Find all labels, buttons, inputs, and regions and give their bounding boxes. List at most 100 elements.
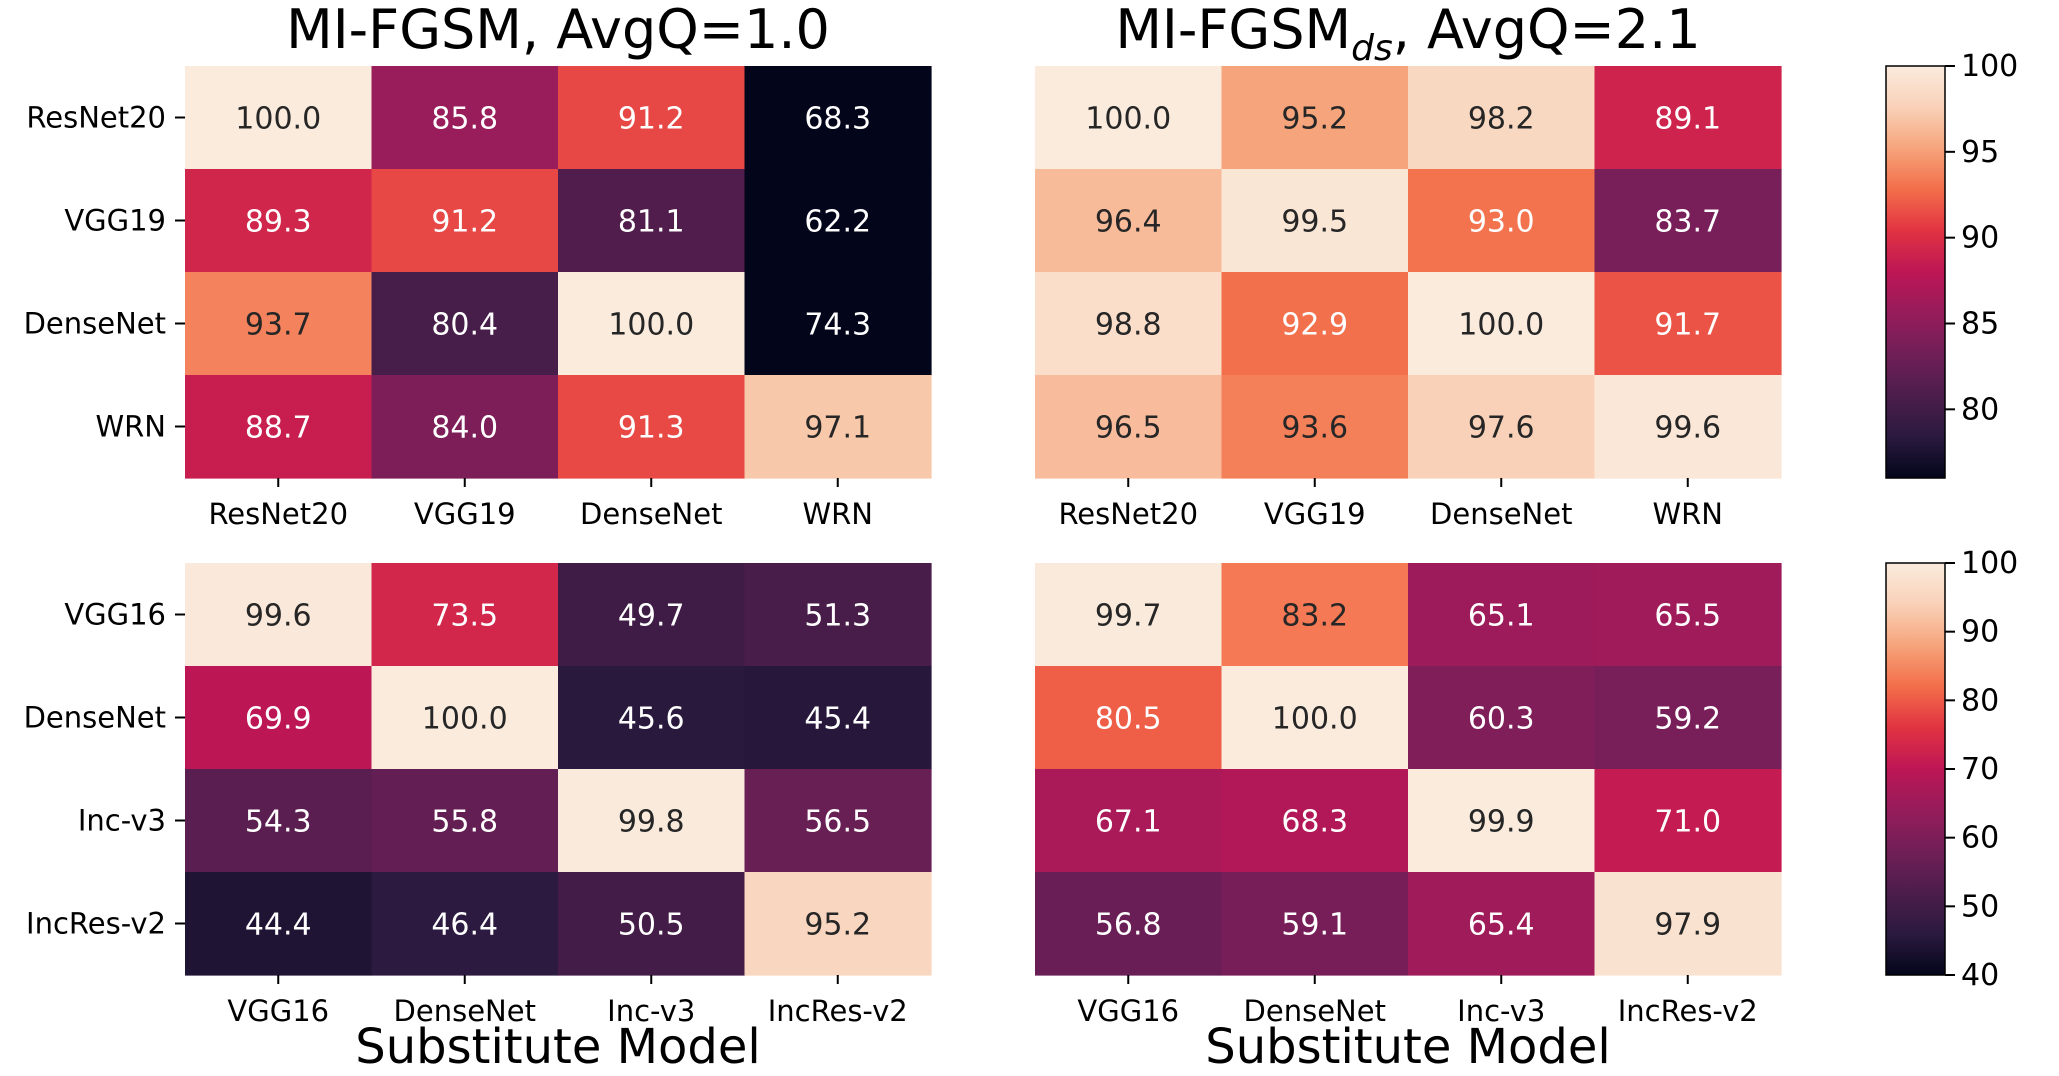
cell-value-label: 44.4 [245, 908, 312, 943]
heatmap-cell [558, 169, 746, 273]
cell-value-label: 45.4 [804, 702, 871, 737]
heatmap-cell [1408, 66, 1596, 170]
heatmap-cell [1035, 66, 1223, 170]
y-tick-label: VGG19 [64, 204, 166, 238]
panel-title-main: MI-FGSM [1115, 0, 1351, 61]
cell-value-label: 65.4 [1468, 908, 1535, 943]
heatmap-panel-4: 99.7 83.2 65.1 65.5 80.5 100.0 60.3 59.2 67.1 68.… [1035, 563, 1782, 1075]
cell-value-label: 84.0 [431, 411, 498, 446]
y-tick-label: Inc-v3 [78, 804, 166, 838]
heatmap-cell [744, 66, 932, 170]
x-tick-label: ResNet20 [1058, 497, 1198, 531]
heatmap-cell [1035, 375, 1223, 479]
cell-value-label: 59.2 [1654, 702, 1721, 737]
heatmap-cell [1594, 272, 1782, 376]
y-tick-label: ResNet20 [26, 101, 166, 135]
heatmap-cell [185, 563, 373, 667]
cell-value-label: 67.1 [1095, 805, 1162, 840]
cell-value-label: 69.9 [245, 702, 312, 737]
heatmap-cell [744, 666, 932, 770]
colorbar-tick-label: 100 [1961, 546, 2018, 581]
heatmap-cell [744, 375, 932, 479]
heatmap-cell [744, 272, 932, 376]
cell-value-label: 83.7 [1654, 205, 1721, 240]
cell-value-label: 100.0 [1458, 308, 1544, 343]
cell-value-label: 99.5 [1281, 205, 1348, 240]
colorbar-tick-label: 40 [1961, 958, 1999, 993]
heatmap-cell [1594, 666, 1782, 770]
cell-value-label: 100.0 [1272, 702, 1358, 737]
cell-value-label: 68.3 [804, 102, 871, 137]
heatmap-cell [185, 769, 373, 873]
cell-value-label: 98.8 [1095, 308, 1162, 343]
heatmap-cell [1221, 872, 1409, 976]
x-tick-label: VGG19 [1264, 497, 1366, 531]
heatmap-cell [1408, 272, 1596, 376]
cell-value-label: 54.3 [245, 805, 312, 840]
heatmap-cell [744, 169, 932, 273]
heatmap-cell [1408, 169, 1596, 273]
cell-value-label: 62.2 [804, 205, 871, 240]
cell-value-label: 91.7 [1654, 308, 1721, 343]
cell-value-label: 99.8 [618, 805, 685, 840]
heatmap-cell [1035, 666, 1223, 770]
heatmap-cell [185, 272, 373, 376]
heatmap-cell [371, 872, 559, 976]
heatmap-cell [1035, 769, 1223, 873]
colorbar-tick-label: 95 [1961, 135, 1999, 170]
x-axis-label: Substitute Model [1205, 1019, 1611, 1075]
cell-value-label: 59.1 [1281, 908, 1348, 943]
heatmap-cell [371, 666, 559, 770]
heatmap-cell [558, 769, 746, 873]
cell-value-label: 93.7 [245, 308, 312, 343]
heatmap-cell [1221, 375, 1409, 479]
cell-value-label: 80.4 [431, 308, 498, 343]
cell-value-label: 91.3 [618, 411, 685, 446]
colorbar-gradient [1885, 562, 1946, 976]
x-tick-label: WRN [1652, 497, 1723, 531]
cell-value-label: 71.0 [1654, 805, 1721, 840]
colorbar-tick-label: 70 [1961, 752, 1999, 787]
cell-value-label: 50.5 [618, 908, 685, 943]
cell-value-label: 91.2 [618, 102, 685, 137]
heatmap-cell [1594, 169, 1782, 273]
heatmap-cell [1035, 563, 1223, 667]
heatmap-panel-1: MI-FGSM, AvgQ=1.0 100.0 85.8 91.2 68.3 89.3 91… [24, 0, 932, 531]
heatmap-cell [558, 872, 746, 976]
heatmap-cell [558, 272, 746, 376]
panel-title-main: MI-FGSM, AvgQ=1.0 [286, 0, 830, 61]
cell-value-label: 98.2 [1468, 102, 1535, 137]
heatmap-cell [1221, 563, 1409, 667]
colorbar-tick-label: 80 [1961, 392, 1999, 427]
panel-title-suffix: , AvgQ=2.1 [1393, 0, 1701, 61]
cell-value-label: 46.4 [431, 908, 498, 943]
heatmap-cell [744, 563, 932, 667]
colorbar-tick-label: 90 [1961, 615, 1999, 650]
heatmap-cell [371, 563, 559, 667]
heatmap-cell [744, 769, 932, 873]
cell-value-label: 100.0 [235, 102, 321, 137]
x-tick-label: VGG16 [227, 994, 329, 1028]
cell-value-label: 55.8 [431, 805, 498, 840]
heatmap-cell [1221, 66, 1409, 170]
cell-value-label: 96.4 [1095, 205, 1162, 240]
cell-value-label: 92.9 [1281, 308, 1348, 343]
heatmap-cell [371, 272, 559, 376]
cell-value-label: 97.6 [1468, 411, 1535, 446]
heatmap-cell [1594, 769, 1782, 873]
cell-value-label: 73.5 [431, 599, 498, 634]
heatmap-cell [1408, 375, 1596, 479]
heatmap-cell [1221, 769, 1409, 873]
heatmap-cell [1221, 666, 1409, 770]
cell-value-label: 89.3 [245, 205, 312, 240]
cell-value-label: 80.5 [1095, 702, 1162, 737]
heatmap-cell [185, 375, 373, 479]
heatmap-cell [1594, 872, 1782, 976]
cell-value-label: 93.0 [1468, 205, 1535, 240]
cell-value-label: 100.0 [422, 702, 508, 737]
heatmap-cell [1221, 272, 1409, 376]
cell-value-label: 56.8 [1095, 908, 1162, 943]
y-tick-label: VGG16 [64, 598, 166, 632]
heatmap-cell [1035, 272, 1223, 376]
cell-value-label: 99.9 [1468, 805, 1535, 840]
